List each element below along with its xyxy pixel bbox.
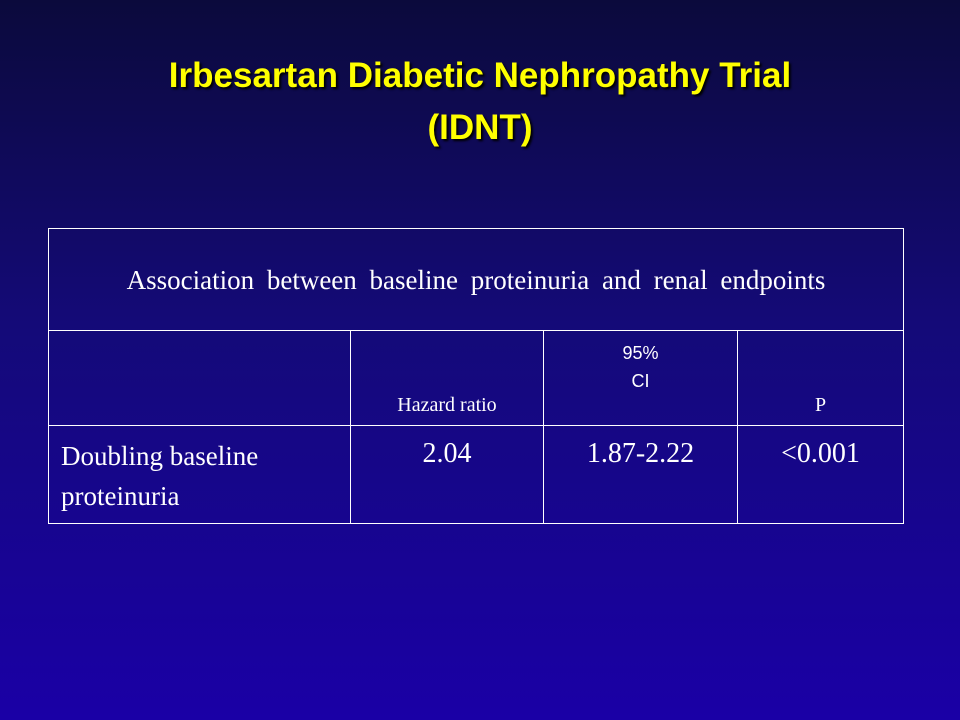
title-line: (IDNT) xyxy=(427,108,533,147)
table-caption: Association between baseline proteinuria… xyxy=(48,228,904,331)
data-cell: <0.001 xyxy=(737,425,904,524)
header-cell: 95% CI xyxy=(543,330,738,426)
title-line: Irbesartan Diabetic Nephropathy Trial xyxy=(168,56,792,95)
header-text: 95% CI xyxy=(622,343,659,391)
header-cell: P xyxy=(737,330,904,426)
data-cell: 1.87-2.22 xyxy=(543,425,738,524)
header-cell xyxy=(48,330,351,426)
row-label: Doubling baseline proteinuria xyxy=(48,425,351,524)
data-cell: 2.04 xyxy=(350,425,544,524)
header-cell: Hazard ratio xyxy=(350,330,544,426)
